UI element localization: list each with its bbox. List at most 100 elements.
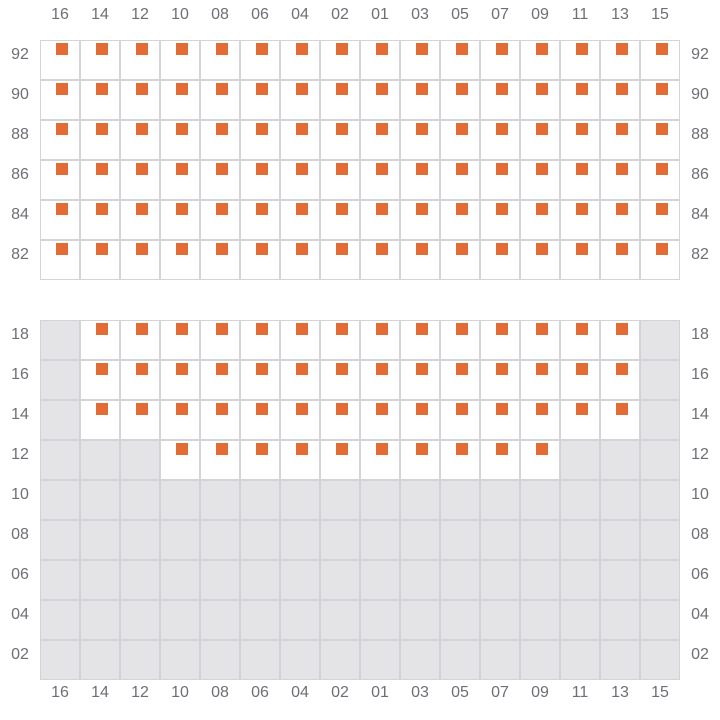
seat-12-02[interactable] [336,443,348,455]
seat-88-13[interactable] [616,123,628,135]
seat-86-04[interactable] [296,163,308,175]
seat-90-13[interactable] [616,83,628,95]
seat-92-09[interactable] [536,43,548,55]
seat-88-11[interactable] [576,123,588,135]
seat-84-15[interactable] [656,203,668,215]
seat-86-10[interactable] [176,163,188,175]
seat-86-09[interactable] [536,163,548,175]
seat-82-09[interactable] [536,243,548,255]
seat-12-03[interactable] [416,443,428,455]
seat-86-01[interactable] [376,163,388,175]
seat-90-12[interactable] [136,83,148,95]
seat-90-05[interactable] [456,83,468,95]
seat-88-04[interactable] [296,123,308,135]
seat-86-07[interactable] [496,163,508,175]
seat-14-02[interactable] [336,403,348,415]
seat-82-14[interactable] [96,243,108,255]
seat-90-08[interactable] [216,83,228,95]
seat-82-12[interactable] [136,243,148,255]
seat-92-05[interactable] [456,43,468,55]
seat-86-16[interactable] [56,163,68,175]
seat-84-06[interactable] [256,203,268,215]
seat-14-06[interactable] [256,403,268,415]
seat-86-11[interactable] [576,163,588,175]
seat-18-07[interactable] [496,323,508,335]
seat-88-10[interactable] [176,123,188,135]
seat-84-08[interactable] [216,203,228,215]
seat-14-01[interactable] [376,403,388,415]
seat-18-06[interactable] [256,323,268,335]
seat-16-12[interactable] [136,363,148,375]
seat-90-11[interactable] [576,83,588,95]
seat-18-11[interactable] [576,323,588,335]
seat-86-12[interactable] [136,163,148,175]
seat-90-04[interactable] [296,83,308,95]
seat-88-12[interactable] [136,123,148,135]
seat-84-12[interactable] [136,203,148,215]
seat-88-09[interactable] [536,123,548,135]
seat-18-03[interactable] [416,323,428,335]
seat-92-04[interactable] [296,43,308,55]
seat-12-06[interactable] [256,443,268,455]
seat-90-03[interactable] [416,83,428,95]
seat-92-08[interactable] [216,43,228,55]
seat-82-10[interactable] [176,243,188,255]
seat-84-11[interactable] [576,203,588,215]
seat-88-08[interactable] [216,123,228,135]
seat-14-14[interactable] [96,403,108,415]
seat-88-07[interactable] [496,123,508,135]
seat-88-02[interactable] [336,123,348,135]
seat-86-13[interactable] [616,163,628,175]
seat-82-07[interactable] [496,243,508,255]
seat-16-01[interactable] [376,363,388,375]
seat-18-10[interactable] [176,323,188,335]
seat-16-11[interactable] [576,363,588,375]
seat-86-05[interactable] [456,163,468,175]
seat-18-02[interactable] [336,323,348,335]
seat-14-08[interactable] [216,403,228,415]
seat-82-13[interactable] [616,243,628,255]
seat-18-08[interactable] [216,323,228,335]
seat-16-10[interactable] [176,363,188,375]
seat-86-14[interactable] [96,163,108,175]
seat-18-04[interactable] [296,323,308,335]
seat-16-03[interactable] [416,363,428,375]
seat-84-13[interactable] [616,203,628,215]
seat-92-02[interactable] [336,43,348,55]
seat-86-08[interactable] [216,163,228,175]
seat-84-07[interactable] [496,203,508,215]
seat-86-03[interactable] [416,163,428,175]
seat-92-03[interactable] [416,43,428,55]
seat-18-01[interactable] [376,323,388,335]
seat-88-01[interactable] [376,123,388,135]
seat-14-12[interactable] [136,403,148,415]
seat-12-04[interactable] [296,443,308,455]
seat-12-01[interactable] [376,443,388,455]
seat-88-16[interactable] [56,123,68,135]
seat-16-04[interactable] [296,363,308,375]
seat-82-03[interactable] [416,243,428,255]
seat-84-03[interactable] [416,203,428,215]
seat-14-10[interactable] [176,403,188,415]
seat-12-08[interactable] [216,443,228,455]
seat-12-07[interactable] [496,443,508,455]
seat-84-02[interactable] [336,203,348,215]
seat-16-08[interactable] [216,363,228,375]
seat-16-13[interactable] [616,363,628,375]
seat-16-09[interactable] [536,363,548,375]
seat-82-05[interactable] [456,243,468,255]
seat-90-16[interactable] [56,83,68,95]
seat-82-16[interactable] [56,243,68,255]
seat-14-09[interactable] [536,403,548,415]
seat-18-13[interactable] [616,323,628,335]
seat-88-03[interactable] [416,123,428,135]
seat-12-10[interactable] [176,443,188,455]
seat-84-05[interactable] [456,203,468,215]
seat-86-15[interactable] [656,163,668,175]
seat-12-05[interactable] [456,443,468,455]
seat-82-01[interactable] [376,243,388,255]
seat-14-03[interactable] [416,403,428,415]
seat-92-10[interactable] [176,43,188,55]
seat-88-14[interactable] [96,123,108,135]
seat-92-15[interactable] [656,43,668,55]
